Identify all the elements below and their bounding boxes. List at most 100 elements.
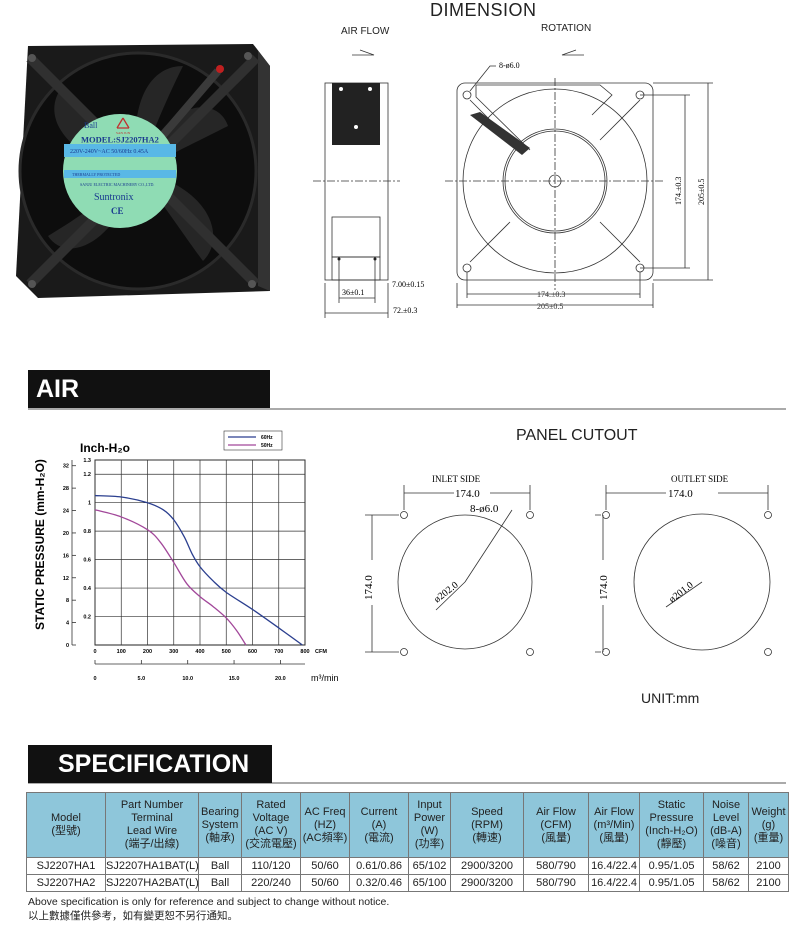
- header-line: (靜壓): [656, 838, 687, 850]
- x-tick-label: 700: [274, 649, 283, 655]
- header-line: Power: [413, 812, 446, 824]
- column-header: Bearing System (軸承): [198, 792, 242, 858]
- header-line: (m³/Min): [593, 818, 635, 831]
- table-row: SJ2207HA2 SJ2207HA2BAT(L) Ball 220/240 50/60…: [26, 874, 789, 892]
- x2-tick-label: 15.0: [229, 676, 240, 682]
- header-row: Model (型號) Part Number Terminal Lead Wire (端子…: [26, 792, 789, 858]
- y-tick-label: 1: [88, 501, 91, 507]
- y2-tick-label: 8: [66, 598, 69, 604]
- header-line: Rated: [256, 799, 286, 811]
- y2-tick-label: 16: [63, 553, 69, 559]
- x-tick-label: 800: [300, 649, 309, 655]
- airflow-arrow-icon: [352, 49, 375, 56]
- y2-tick-label: 24: [63, 509, 70, 515]
- table-cell: 110/120: [241, 857, 301, 875]
- x2-tick-label: 10.0: [182, 676, 193, 682]
- header-line: (風量): [599, 831, 629, 844]
- air-performance-heading: AIR PERFORMANCE: [28, 370, 270, 441]
- series-line-50Hz: [94, 509, 247, 646]
- header-line: (噪音): [711, 838, 741, 850]
- inlet-height: 174.0: [363, 575, 375, 600]
- header-line: Speed: [471, 805, 503, 818]
- dim-174-h: 174.±0.3: [537, 290, 565, 299]
- x-tick-label: 300: [169, 649, 178, 655]
- fan-logo-text: SAN JUN: [116, 131, 131, 135]
- header-line: Lead Wire: [126, 825, 178, 837]
- column-header: Air Flow (m³/Min) (風量): [588, 792, 640, 858]
- header-line: (交流電壓): [245, 838, 297, 850]
- inlet-diameter: ø202.0: [432, 580, 460, 606]
- dimension-title: DIMENSION: [430, 0, 537, 20]
- dim-205-v: 205±0.5: [697, 179, 706, 205]
- table-cell: 580/790: [523, 874, 589, 892]
- header-line: (dB-A): [710, 825, 742, 837]
- header-line: (重量): [753, 831, 784, 844]
- table-cell: 220/240: [241, 874, 301, 892]
- column-header: Noise Level (dB-A) (噪音): [703, 792, 749, 858]
- header-line: Level: [712, 812, 740, 824]
- outlet-side-label: OUTLET SIDE: [671, 474, 729, 484]
- table-cell: 0.61/0.86: [349, 857, 409, 875]
- outlet-width: 174.0: [668, 488, 693, 500]
- y-tick-label: 0.6: [83, 558, 91, 564]
- x-tick-label: 100: [117, 649, 126, 655]
- column-header: Part Number Terminal Lead Wire (端子/出線): [105, 792, 199, 858]
- table-cell: 50/60: [300, 874, 350, 892]
- header-line: (AC頻率): [302, 831, 348, 844]
- header-line: (Inch-H₂O): [645, 825, 698, 837]
- table-cell: 0.95/1.05: [639, 857, 704, 875]
- rotation-label: ROTATION: [541, 23, 592, 34]
- header-line: Input: [417, 799, 442, 811]
- note-english: Above specification is only for referenc…: [28, 896, 390, 908]
- column-header: Speed (RPM) (轉速): [450, 792, 524, 858]
- header-line: Model: [51, 812, 81, 824]
- x-tick-label: 500: [222, 649, 231, 655]
- header-line: Part Number: [120, 799, 184, 811]
- fan-protected-text: THERMALLY PROTECTED: [72, 172, 120, 177]
- specification-block: Model (型號) Part Number Terminal Lead Wire (端子…: [26, 792, 789, 923]
- column-header: Weight (g) (重量): [748, 792, 789, 858]
- outlet-height: 174.0: [598, 575, 610, 600]
- header-line: Current: [360, 805, 398, 818]
- y-tick-label: 1.3: [83, 458, 91, 464]
- table-cell: 580/790: [523, 857, 589, 875]
- x-tick-label: 600: [248, 649, 257, 655]
- x2-tick-label: 20.0: [275, 676, 286, 682]
- y-tick-label: 0.4: [83, 586, 92, 592]
- table-cell: 58/62: [703, 857, 749, 875]
- legend: [223, 430, 283, 451]
- inlet-side-label: INLET SIDE: [432, 474, 481, 484]
- column-header: Static Pressure (Inch-H₂O) (靜壓): [639, 792, 704, 858]
- y2-tick-label: 32: [63, 464, 69, 470]
- header-line: (g): [761, 818, 776, 831]
- header-line: (RPM): [471, 818, 503, 831]
- dim-72: 72.±0.3: [393, 306, 417, 315]
- x-tick-label: 200: [143, 649, 152, 655]
- header-line: Weight: [751, 805, 786, 818]
- table-cell: 2900/3200: [450, 857, 524, 875]
- header-line: (軸承): [205, 831, 235, 844]
- header-line: Noise: [711, 799, 741, 811]
- unit-label: UNIT:mm: [641, 690, 700, 706]
- header-line: Air Flow: [594, 805, 634, 818]
- pq-chart: Inch-H₂o STATIC PRESSURE (mm-H₂O) 0 100 20…: [33, 430, 339, 683]
- header-line: (功率): [414, 838, 445, 850]
- header-line: Static: [657, 799, 686, 811]
- column-header: Rated Voltage (AC V) (交流電壓): [241, 792, 301, 858]
- dim-36: 36±0.1: [342, 288, 364, 297]
- fan-maker-text: SANJU ELECTRIC MACHINERY CO.,LTD.: [80, 182, 154, 188]
- table-cell: 0.95/1.05: [639, 874, 704, 892]
- column-header: Model (型號): [26, 792, 106, 858]
- table-cell: 2900/3200: [450, 874, 524, 892]
- note-chinese: 以上數據僅供參考，如有變更恕不另行通知。: [28, 910, 238, 922]
- specification-heading: SPECIFICATION: [28, 745, 272, 783]
- header-line: (端子/出線): [124, 838, 180, 850]
- header-line: (CFM): [540, 818, 572, 831]
- table-cell: 2100: [748, 857, 789, 875]
- inlet-holes: 8-ø6.0: [470, 503, 499, 515]
- header-line: (A): [371, 818, 387, 831]
- table-cell: SJ2207HA1BAT(L): [105, 857, 199, 875]
- x-axis-label: CFM: [315, 649, 327, 655]
- header-line: (轉速): [472, 831, 502, 844]
